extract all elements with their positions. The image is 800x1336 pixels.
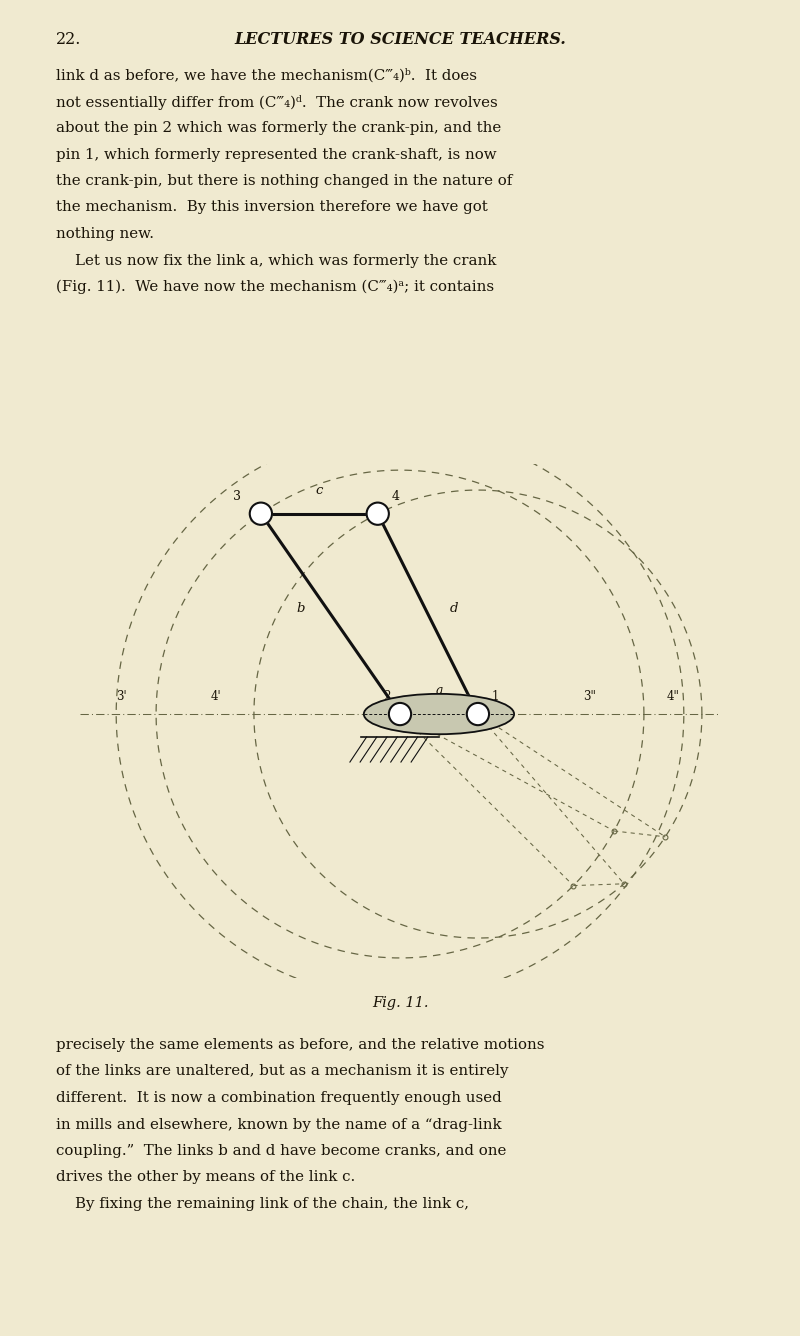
- Text: By fixing the remaining link of the chain, the link c,: By fixing the remaining link of the chai…: [56, 1197, 469, 1210]
- Circle shape: [466, 703, 489, 725]
- Text: the crank-pin, but there is nothing changed in the nature of: the crank-pin, but there is nothing chan…: [56, 174, 512, 188]
- Ellipse shape: [364, 693, 514, 735]
- Text: 3: 3: [234, 489, 242, 502]
- Text: about the pin 2 which was formerly the crank-pin, and the: about the pin 2 which was formerly the c…: [56, 122, 502, 135]
- Circle shape: [250, 502, 272, 525]
- Text: 3': 3': [117, 689, 127, 703]
- Text: a: a: [435, 684, 442, 697]
- Text: pin 1, which formerly represented the crank-shaft, is now: pin 1, which formerly represented the cr…: [56, 147, 497, 162]
- Text: 4: 4: [392, 489, 400, 502]
- Text: coupling.”  The links b and d have become cranks, and one: coupling.” The links b and d have become…: [56, 1144, 506, 1158]
- Text: c: c: [316, 484, 323, 497]
- Text: different.  It is now a combination frequently enough used: different. It is now a combination frequ…: [56, 1092, 502, 1105]
- Text: drives the other by means of the link c.: drives the other by means of the link c.: [56, 1170, 355, 1185]
- Text: 2: 2: [383, 689, 390, 703]
- Text: LECTURES TO SCIENCE TEACHERS.: LECTURES TO SCIENCE TEACHERS.: [234, 31, 566, 48]
- Text: the mechanism.  By this inversion therefore we have got: the mechanism. By this inversion therefo…: [56, 200, 488, 215]
- Text: b: b: [297, 601, 306, 615]
- Text: link d as before, we have the mechanism(C‴₄)ᵇ.  It does: link d as before, we have the mechanism(…: [56, 68, 477, 83]
- Text: not essentially differ from (C‴₄)ᵈ.  The crank now revolves: not essentially differ from (C‴₄)ᵈ. The …: [56, 95, 498, 110]
- Text: of the links are unaltered, but as a mechanism it is entirely: of the links are unaltered, but as a mec…: [56, 1065, 509, 1078]
- Circle shape: [366, 502, 389, 525]
- Circle shape: [389, 703, 411, 725]
- Text: Let us now fix the link a, which was formerly the crank: Let us now fix the link a, which was for…: [56, 254, 496, 267]
- Text: 3": 3": [582, 689, 596, 703]
- Text: 22.: 22.: [56, 31, 82, 48]
- Text: (Fig. 11).  We have now the mechanism (C‴₄)ᵃ; it contains: (Fig. 11). We have now the mechanism (C‴…: [56, 281, 494, 294]
- Text: 4": 4": [666, 689, 679, 703]
- Text: in mills and elsewhere, known by the name of a “drag-link: in mills and elsewhere, known by the nam…: [56, 1117, 502, 1132]
- Text: d: d: [450, 601, 458, 615]
- Text: precisely the same elements as before, and the relative motions: precisely the same elements as before, a…: [56, 1038, 545, 1051]
- Text: nothing new.: nothing new.: [56, 227, 154, 240]
- Text: Fig. 11.: Fig. 11.: [372, 997, 428, 1010]
- Text: 1: 1: [492, 689, 499, 703]
- Text: 4': 4': [211, 689, 222, 703]
